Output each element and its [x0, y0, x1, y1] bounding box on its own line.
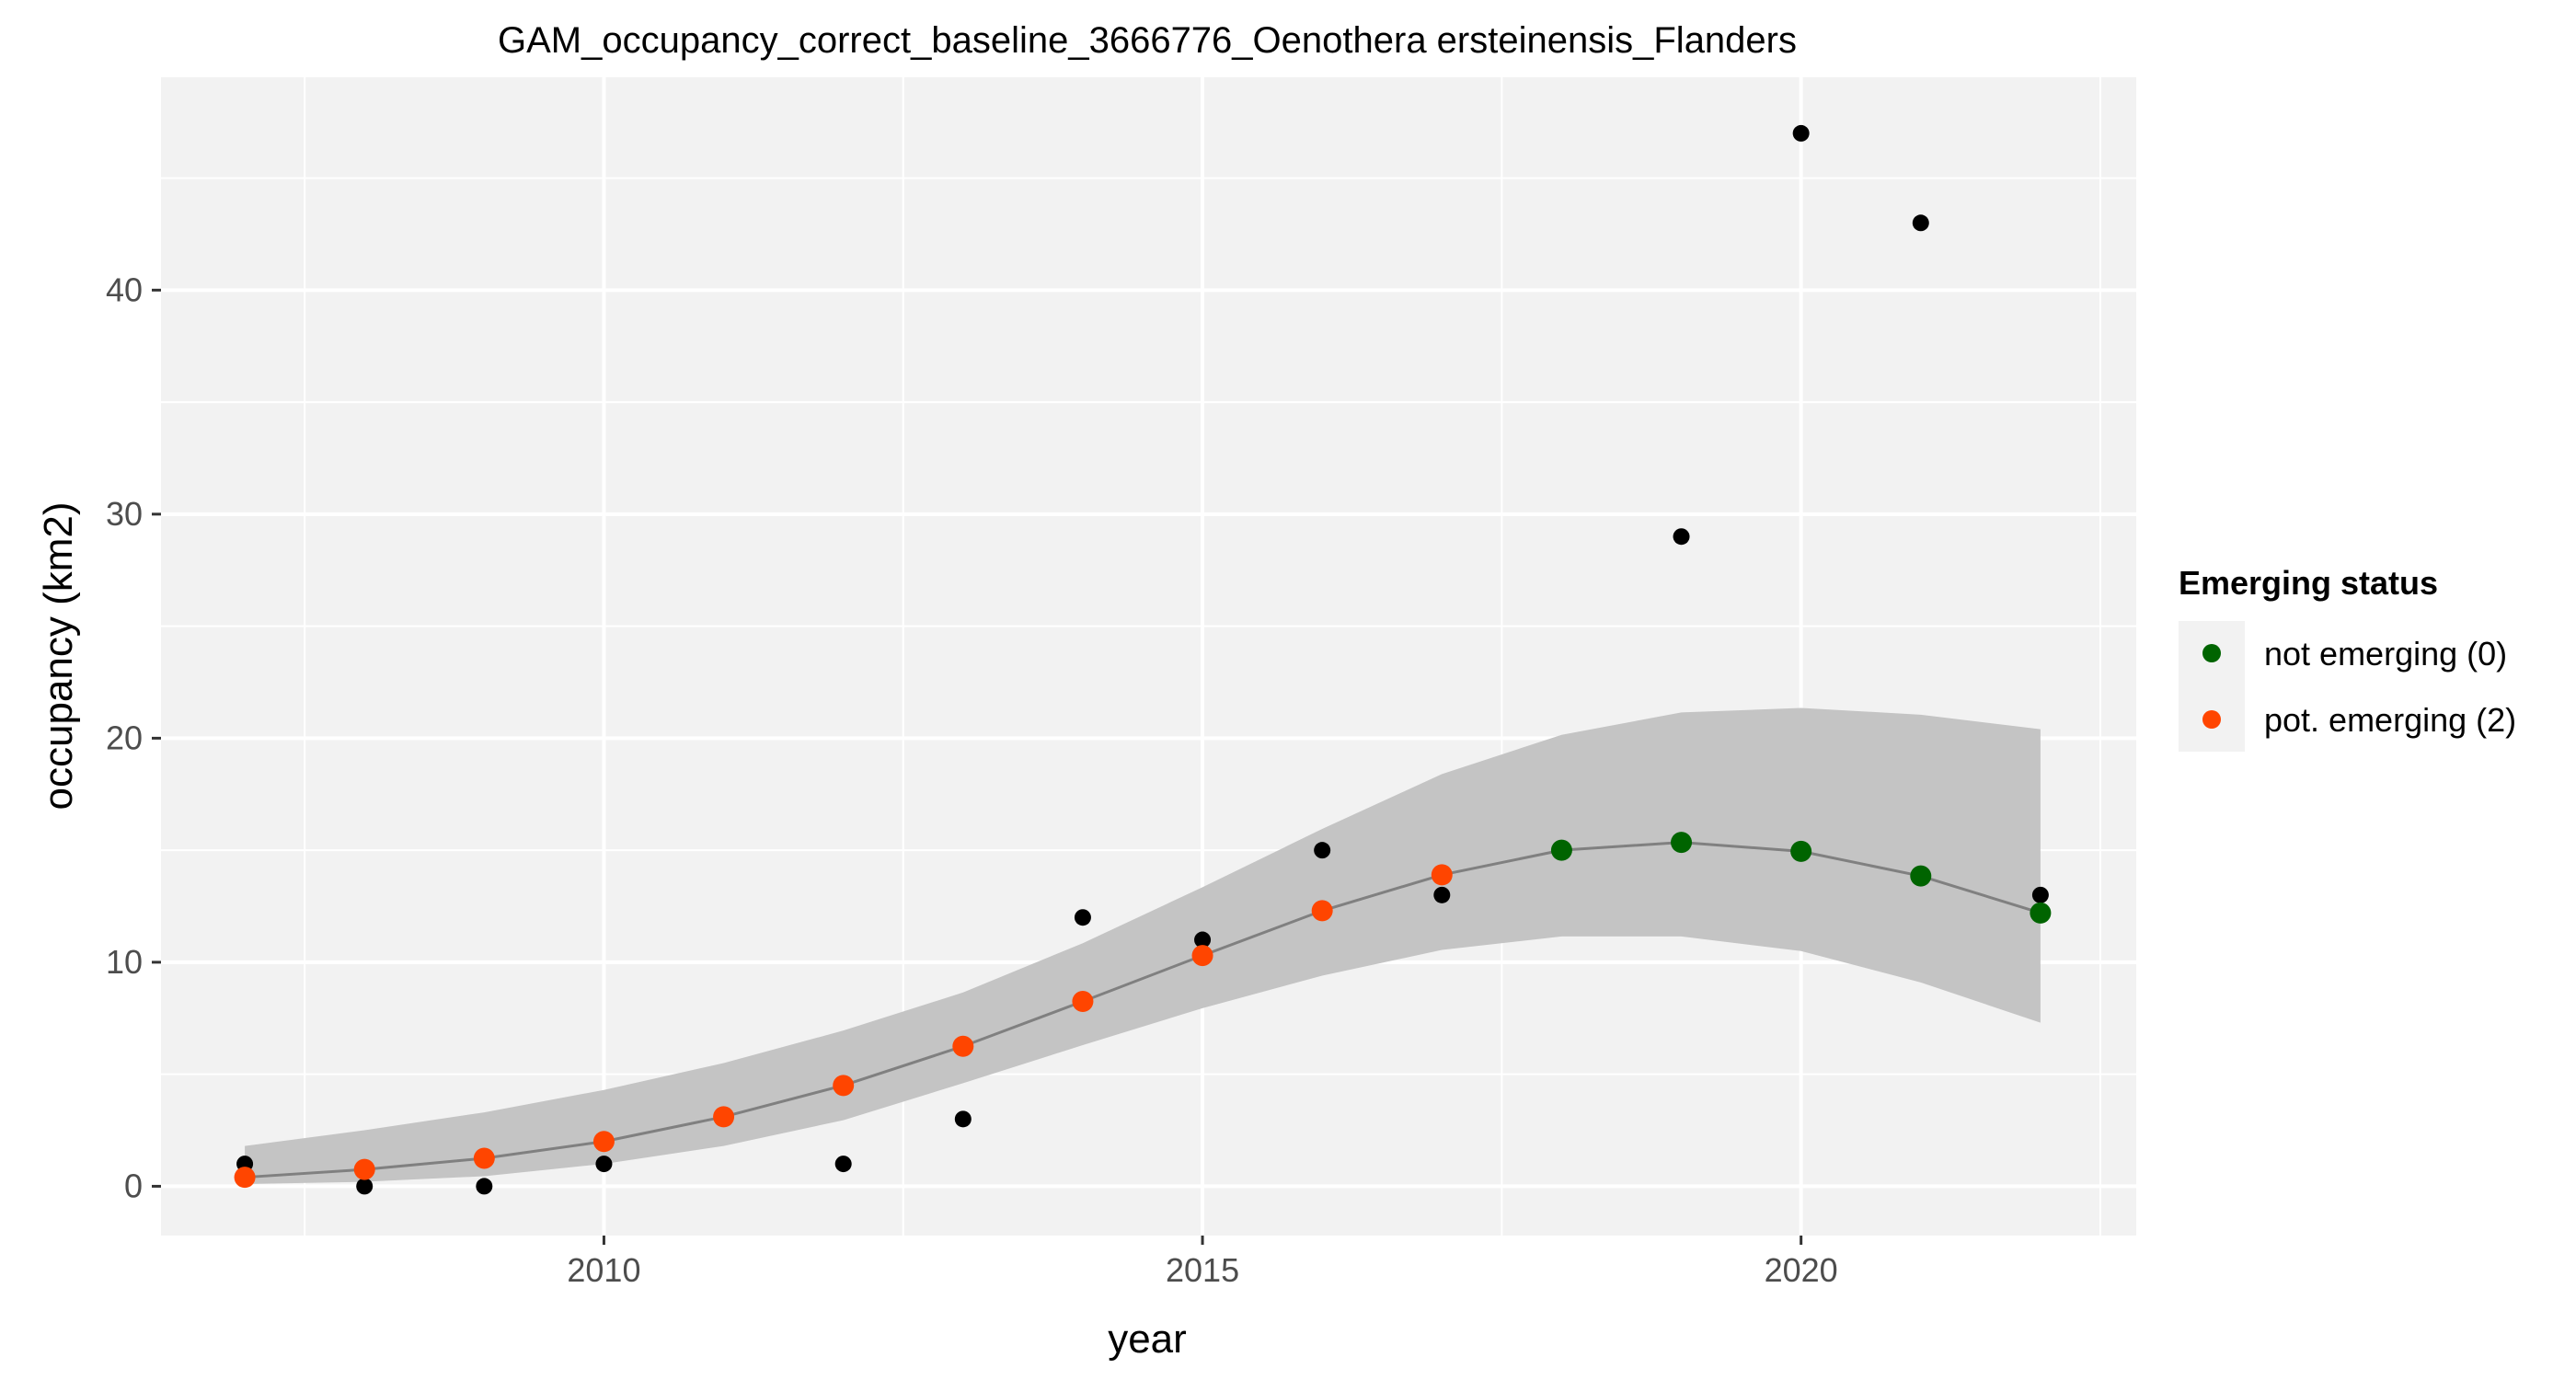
fitted-point: [234, 1167, 256, 1189]
y-tick-label: 0: [124, 1167, 143, 1204]
observed-point: [1792, 124, 1810, 142]
x-tick-label: 2010: [567, 1251, 640, 1289]
observed-point: [1673, 528, 1690, 546]
chart-title: GAM_occupancy_correct_baseline_3666776_O…: [498, 20, 1797, 61]
y-tick-label: 40: [106, 270, 143, 308]
fitted-point: [473, 1147, 495, 1169]
legend: Emerging status not emerging (0) pot. em…: [2179, 564, 2516, 752]
fitted-point: [1311, 900, 1333, 922]
x-tick-label: 2015: [1166, 1251, 1239, 1289]
fit-line: [244, 841, 2041, 1179]
y-axis: 0 10 20 30 40: [106, 270, 161, 1204]
fitted-point: [1072, 991, 1094, 1013]
legend-label-not-emerging: not emerging (0): [2264, 635, 2507, 673]
legend-label-pot-emerging: pot. emerging (2): [2264, 701, 2516, 739]
y-tick-label: 30: [106, 495, 143, 533]
fitted-point: [1431, 864, 1453, 886]
observed-point: [2031, 886, 2049, 903]
observed-point: [954, 1110, 972, 1128]
fit-points: [234, 832, 2052, 1189]
fitted-point: [833, 1075, 855, 1097]
observed-point: [1074, 909, 1091, 926]
fitted-point: [1790, 840, 1812, 862]
x-tick-label: 2020: [1765, 1251, 1838, 1289]
observed-point: [1194, 931, 1212, 949]
y-axis-title: occupancy (km2): [36, 501, 81, 810]
x-axis: 2010 2015 2020: [567, 1236, 1838, 1289]
confidence-ribbon: [245, 707, 2041, 1184]
panel-background: [161, 77, 2136, 1236]
plot-panel: [161, 77, 2136, 1236]
x-axis-title: year: [1108, 1317, 1187, 1362]
observed-points: [236, 124, 2049, 1195]
fitted-point: [1550, 839, 1572, 861]
fitted-point: [1191, 945, 1213, 967]
fitted-point: [1910, 865, 1932, 887]
observed-point: [356, 1178, 374, 1195]
fitted-point: [353, 1158, 375, 1180]
legend-dot-pot-emerging: [2202, 710, 2221, 729]
observed-point: [1314, 842, 1331, 859]
fitted-point: [952, 1035, 974, 1057]
fitted-point: [592, 1131, 615, 1153]
legend-title: Emerging status: [2179, 564, 2438, 602]
fitted-point: [713, 1106, 735, 1128]
y-tick-label: 20: [106, 719, 143, 756]
y-tick-label: 10: [106, 943, 143, 981]
legend-key-background: [2179, 621, 2245, 752]
fitted-point: [2030, 902, 2052, 924]
observed-point: [1912, 214, 1929, 232]
observed-point: [834, 1156, 852, 1173]
fitted-point: [1671, 832, 1693, 854]
observed-point: [1433, 886, 1451, 903]
observed-point: [476, 1178, 493, 1195]
observed-point: [595, 1156, 613, 1173]
grid-minor: [161, 77, 2136, 1236]
legend-dot-not-emerging: [2202, 644, 2221, 662]
